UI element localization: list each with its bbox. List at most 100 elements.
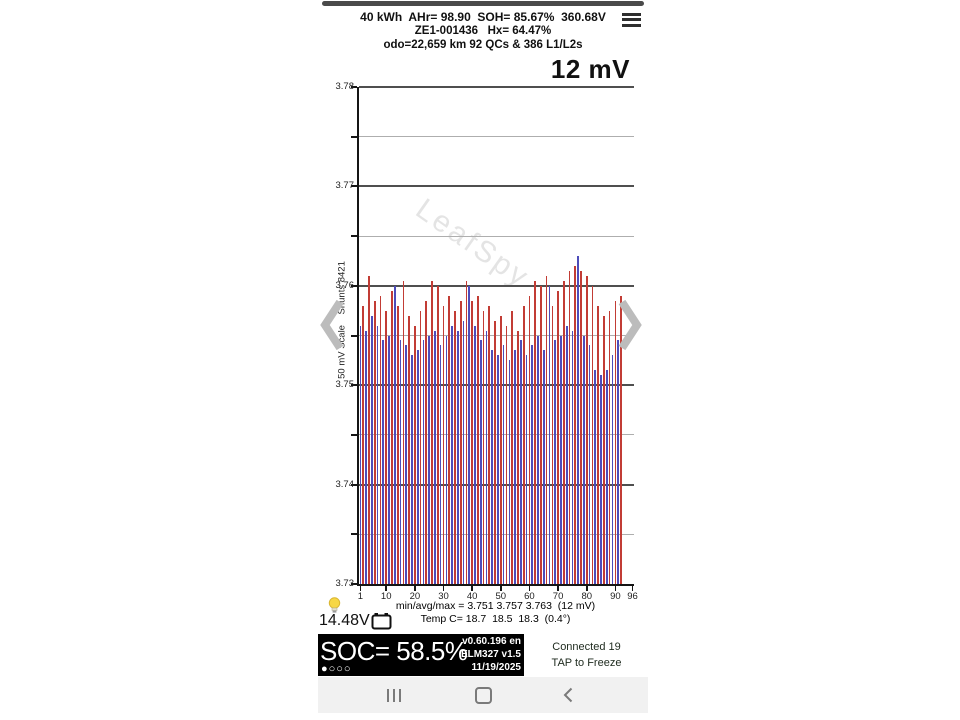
cell-bar <box>497 355 499 584</box>
cell-bar <box>454 310 456 584</box>
y-tick-label: 3.73 <box>335 578 355 589</box>
x-tick-label: 30 <box>438 591 449 602</box>
y-tick-label: 3.77 <box>335 180 355 192</box>
cell-bar <box>531 345 534 584</box>
cell-bar <box>522 305 525 584</box>
temperature-caption: Temp C= 18.7 18.5 18.3 (0.4°) <box>420 613 571 625</box>
gridline <box>359 136 634 138</box>
aux-battery-voltage: 14.48V <box>319 612 370 629</box>
cell-bar <box>580 270 582 584</box>
android-nav-bar <box>318 677 648 713</box>
cell-bar <box>396 305 399 584</box>
cell-bar <box>402 280 405 584</box>
cell-bar <box>382 340 385 584</box>
app-version-block: v0.60.196 en ELM327 v1.5 11/19/2025 <box>461 635 521 674</box>
cell-bar <box>560 335 562 584</box>
back-icon[interactable] <box>551 677 585 713</box>
cell-bar <box>551 305 554 584</box>
cell-bar <box>399 340 402 584</box>
y-tick <box>351 235 357 238</box>
y-tick <box>351 583 357 585</box>
battery-icon <box>371 613 392 630</box>
cell-bar <box>359 325 362 584</box>
cell-spread-title: 12 mV <box>550 54 630 84</box>
cell-bar <box>554 340 557 584</box>
cell-bar <box>577 255 579 584</box>
cell-bar <box>597 305 600 584</box>
cell-bar <box>514 350 516 584</box>
cell-bar <box>416 350 419 584</box>
cell-bar <box>376 325 379 584</box>
cell-bar <box>425 300 428 584</box>
cell-bar <box>534 280 536 584</box>
y-tick <box>351 185 357 188</box>
connection-status: Connected 19 <box>552 641 621 653</box>
cell-bar <box>408 315 410 584</box>
y-tick <box>351 483 357 486</box>
gridline <box>359 434 634 436</box>
cell-bar <box>611 355 614 584</box>
cell-bar <box>482 310 485 584</box>
cell-bar <box>405 345 408 584</box>
x-tick-label: 50 <box>495 591 507 602</box>
x-tick-label: 20 <box>409 591 421 602</box>
gridline <box>359 483 634 486</box>
cell-bar <box>439 345 442 584</box>
x-tick <box>631 586 634 591</box>
soc-readout: SOC= 58.5% <box>320 636 468 666</box>
cell-bar <box>605 370 608 584</box>
y-tick-label: 3.75 <box>335 379 355 391</box>
cell-bar <box>371 315 373 584</box>
min-avg-max-caption: min/avg/max = 3.751 3.757 3.763 (12 mV) <box>395 600 596 612</box>
cell-bar <box>620 295 622 584</box>
home-icon[interactable] <box>466 677 500 713</box>
chevron-left-icon[interactable] <box>319 296 345 354</box>
cell-bar <box>537 335 539 584</box>
app-version: v0.60.196 en <box>462 636 521 647</box>
x-tick <box>614 586 617 591</box>
cell-bar <box>411 355 413 584</box>
date: 11/19/2025 <box>471 662 522 673</box>
recents-icon[interactable] <box>377 677 411 713</box>
y-tick <box>351 533 357 536</box>
cell-bar <box>603 315 605 584</box>
gridline <box>359 533 634 535</box>
cell-bar <box>434 330 436 584</box>
cell-bar <box>562 280 565 584</box>
cell-bar <box>485 330 488 584</box>
cell-bar <box>588 345 591 584</box>
cell-bar <box>519 340 522 584</box>
cell-bar <box>431 280 433 584</box>
footer-status-bar: SOC= 58.5% v0.60.196 en ELM327 v1.5 11/1… <box>318 634 524 676</box>
cell-bar <box>442 305 445 584</box>
x-tick-label: 70 <box>552 591 564 602</box>
cell-bar <box>608 310 611 584</box>
gridline <box>359 235 634 237</box>
hamburger-menu-icon[interactable] <box>622 13 641 27</box>
x-tick <box>385 586 387 591</box>
y-tick <box>351 135 357 138</box>
cell-bar <box>574 265 577 584</box>
cell-bar <box>465 280 468 584</box>
x-tick-label: 60 <box>524 591 535 602</box>
gridline <box>359 86 634 88</box>
cell-bar <box>365 330 367 584</box>
connection-panel[interactable]: Connected 19 TAP to Freeze <box>525 634 648 676</box>
gridline <box>359 185 634 188</box>
cell-bar <box>557 290 559 584</box>
cell-bar <box>517 330 519 584</box>
cell-bar <box>462 320 465 584</box>
cell-bar <box>468 285 471 584</box>
y-tick-label: 3.74 <box>335 478 355 490</box>
y-tick <box>351 433 357 436</box>
cell-bar <box>494 320 496 584</box>
cell-bar <box>422 340 425 584</box>
y-tick <box>351 284 357 287</box>
cell-bar <box>617 340 620 584</box>
page-indicator-dots[interactable]: ●○○○ <box>321 663 352 675</box>
chevron-right-icon[interactable] <box>617 296 643 354</box>
cell-bar <box>511 310 514 584</box>
bulb-icon[interactable] <box>327 597 342 614</box>
cell-bar <box>568 270 571 584</box>
cell-bar <box>542 350 545 584</box>
